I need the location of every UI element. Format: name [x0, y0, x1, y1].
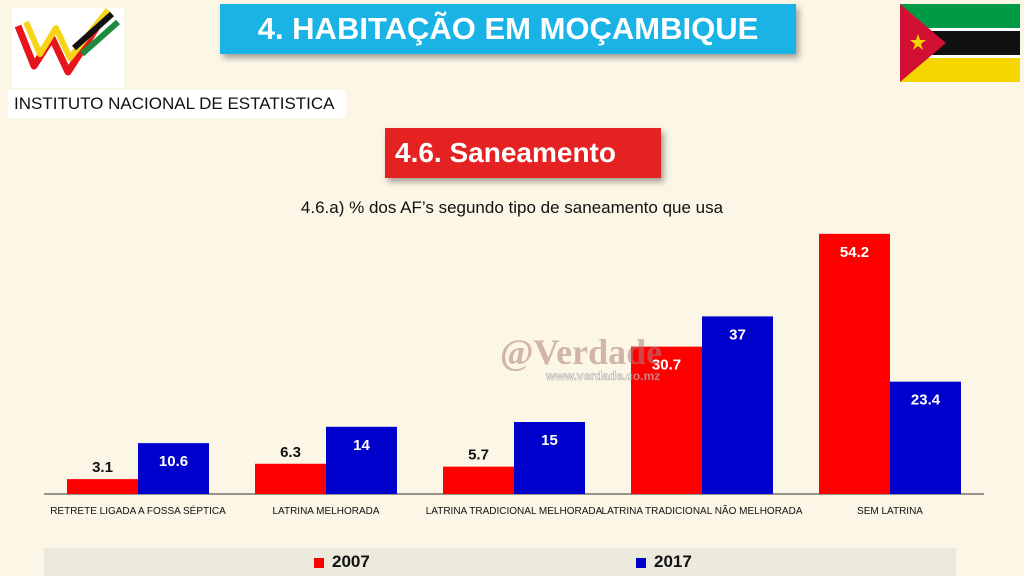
institute-name: INSTITUTO NACIONAL DE ESTATISTICA — [8, 90, 346, 118]
bar-2017-0 — [138, 443, 209, 494]
category-label-3: LATRINA TRADICIONAL NÃO MELHORADA — [602, 504, 803, 517]
bar-2017-2 — [514, 422, 585, 494]
bar-2017-4 — [890, 381, 961, 494]
legend-label-2017: 2017 — [654, 552, 692, 571]
data-label-2017-4: 23.4 — [911, 392, 941, 409]
data-label-2017-2: 15 — [541, 432, 558, 449]
bar-2007-0 — [67, 479, 138, 494]
legend-swatch-2017 — [636, 557, 646, 568]
data-label-2007-0: 3.1 — [92, 459, 113, 476]
data-label-2007-3: 30.7 — [652, 357, 681, 374]
bar-2007-3 — [631, 346, 702, 494]
legend-label-2007: 2007 — [332, 552, 370, 571]
ine-logo — [12, 8, 124, 88]
bar-2007-4 — [819, 233, 890, 494]
category-label-0: RETRETE LIGADA A FOSSA SÉPTICA — [50, 504, 226, 517]
watermark-url: www.verdade.co.mz — [545, 369, 660, 383]
data-label-2017-1: 14 — [353, 437, 370, 454]
category-label-2: LATRINA TRADICIONAL MELHORADA — [426, 506, 603, 517]
verdade-watermark: @Verdade www.verdade.co.mz — [500, 330, 680, 384]
section-title: 4.6. Saneamento — [385, 128, 661, 178]
data-label-2007-4: 54.2 — [840, 244, 869, 261]
legend-item-2007: 2007 — [314, 552, 370, 572]
chart-legend: 2007 2017 — [44, 548, 956, 576]
chart-title: 4.6.a) % dos AF’s segundo tipo de saneam… — [300, 198, 724, 217]
data-label-2007-2: 5.7 — [468, 447, 489, 464]
legend-item-2017: 2017 — [636, 552, 692, 572]
category-label-4: SEM LATRINA — [857, 506, 923, 517]
bar-chart: 3.1 10.6 RETRETE LIGADA A FOSSA SÉPTICA 6.3… — [44, 233, 984, 517]
data-label-2017-3: 37 — [729, 326, 746, 343]
category-label-1: LATRINA MELHORADA — [272, 506, 379, 517]
legend-swatch-2007 — [314, 557, 324, 568]
bar-2017-3 — [702, 316, 773, 494]
watermark-brand: @Verdade — [500, 332, 662, 372]
bar-2007-1 — [255, 463, 326, 494]
bar-2017-1 — [326, 426, 397, 494]
bar-2007-2 — [443, 466, 514, 494]
data-label-2017-0: 10.6 — [159, 453, 188, 470]
page-title: 4. HABITAÇÃO EM MOÇAMBIQUE — [220, 4, 796, 54]
mozambique-flag-icon — [900, 4, 1020, 82]
data-label-2007-1: 6.3 — [280, 444, 301, 461]
